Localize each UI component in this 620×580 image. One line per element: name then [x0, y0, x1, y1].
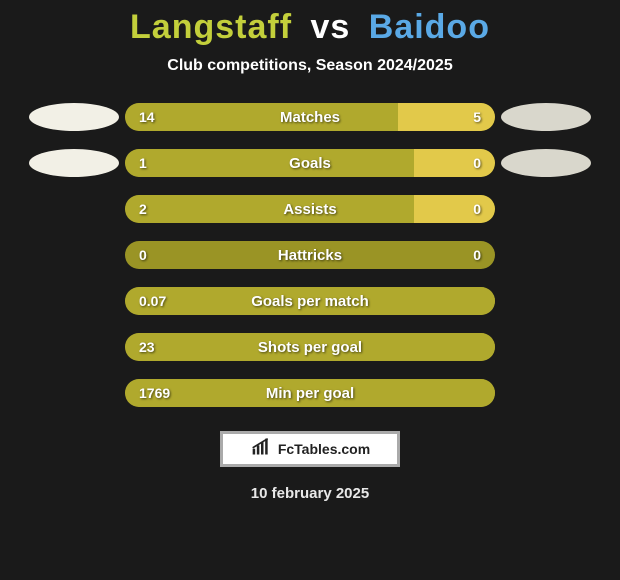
stat-label: Assists — [125, 195, 495, 223]
stat-bar: Hattricks0 0 — [125, 241, 495, 269]
player-left-name: Langstaff — [130, 8, 292, 46]
vs-label: vs — [310, 8, 350, 46]
right-spacer — [501, 379, 591, 407]
right-spacer — [501, 195, 591, 223]
chart-icon — [250, 437, 272, 462]
right-spacer — [501, 333, 591, 361]
branding-text: FcTables.com — [278, 441, 370, 457]
stat-bar: Min per goal1769 — [125, 379, 495, 407]
stat-value-right: 0 — [473, 149, 481, 177]
left-ellipse — [29, 103, 119, 131]
stat-value-left: 0.07 — [139, 287, 166, 315]
stat-value-left: 23 — [139, 333, 155, 361]
stat-value-right: 0 — [473, 195, 481, 223]
stat-bar: Matches14 5 — [125, 103, 495, 131]
stat-value-right: 0 — [473, 241, 481, 269]
stat-row: Shots per goal23 — [0, 333, 620, 361]
stat-row: Goals1 0 — [0, 149, 620, 177]
stat-bar: Goals1 0 — [125, 149, 495, 177]
left-spacer — [29, 333, 119, 361]
left-spacer — [29, 195, 119, 223]
stat-row: Goals per match0.07 — [0, 287, 620, 315]
stat-row: Min per goal1769 — [0, 379, 620, 407]
stat-bar: Shots per goal23 — [125, 333, 495, 361]
stat-row: Matches14 5 — [0, 103, 620, 131]
stat-value-right: 5 — [473, 103, 481, 131]
stat-value-left: 2 — [139, 195, 147, 223]
date-label: 10 february 2025 — [0, 485, 620, 502]
comparison-title: Langstaff vs Baidoo — [0, 0, 620, 47]
player-right-name: Baidoo — [369, 8, 490, 46]
stat-label: Matches — [125, 103, 495, 131]
right-ellipse — [501, 103, 591, 131]
stat-row: Hattricks0 0 — [0, 241, 620, 269]
stat-bar: Assists2 0 — [125, 195, 495, 223]
left-spacer — [29, 241, 119, 269]
stat-value-left: 0 — [139, 241, 147, 269]
stat-label: Shots per goal — [125, 333, 495, 361]
left-spacer — [29, 287, 119, 315]
stat-label: Goals per match — [125, 287, 495, 315]
left-spacer — [29, 379, 119, 407]
right-ellipse — [501, 149, 591, 177]
stats-rows: Matches145Goals10Assists20Hattricks00Goa… — [0, 103, 620, 407]
right-spacer — [501, 287, 591, 315]
stat-label: Hattricks — [125, 241, 495, 269]
stat-label: Min per goal — [125, 379, 495, 407]
left-ellipse — [29, 149, 119, 177]
stat-value-left: 1 — [139, 149, 147, 177]
branding-badge: FcTables.com — [220, 431, 400, 467]
stat-value-left: 14 — [139, 103, 155, 131]
stat-value-left: 1769 — [139, 379, 170, 407]
stat-label: Goals — [125, 149, 495, 177]
stat-row: Assists2 0 — [0, 195, 620, 223]
right-spacer — [501, 241, 591, 269]
subtitle: Club competitions, Season 2024/2025 — [0, 57, 620, 75]
stat-bar: Goals per match0.07 — [125, 287, 495, 315]
